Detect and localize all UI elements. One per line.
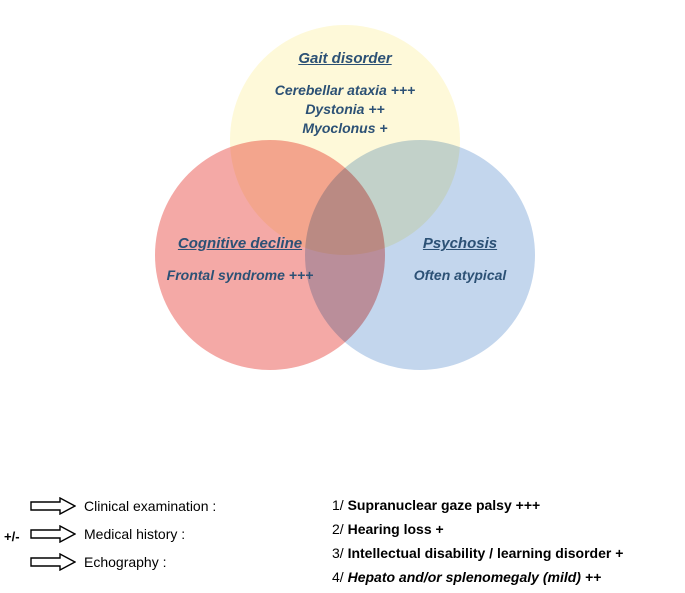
venn-right-label-group: Psychosis Often atypical <box>360 235 560 285</box>
legend-row-history: Medical history : <box>12 525 312 543</box>
arrow-icon <box>30 553 76 571</box>
venn-left-item: Frontal syndrome +++ <box>140 266 340 285</box>
legend-right-text: Hepato and/or splenomegaly (mild) ++ <box>348 569 602 585</box>
legend-right-column: 1/ Supranuclear gaze palsy +++ 2/ Hearin… <box>332 497 672 593</box>
legend-right-text: Supranuclear gaze palsy +++ <box>348 497 541 513</box>
venn-top-title: Gait disorder <box>245 50 445 67</box>
legend-left-column: +/- Clinical examination : Medical histo… <box>12 497 312 581</box>
venn-top-label-group: Gait disorder Cerebellar ataxia +++ Dyst… <box>245 50 445 138</box>
venn-diagram: Gait disorder Cerebellar ataxia +++ Dyst… <box>0 0 685 380</box>
legend-left-label: Echography : <box>84 554 167 570</box>
arrow-icon <box>30 525 76 543</box>
legend-left-label: Medical history : <box>84 526 185 542</box>
venn-right-item: Often atypical <box>360 266 560 285</box>
legend-row-echography: Echography : <box>12 553 312 571</box>
venn-top-item: Cerebellar ataxia +++ <box>245 81 445 100</box>
legend-right-text: Hearing loss + <box>348 521 444 537</box>
arrow-icon <box>30 497 76 515</box>
venn-left-title: Cognitive decline <box>140 235 340 252</box>
plus-minus-label: +/- <box>4 529 20 544</box>
legend-right-row: 3/ Intellectual disability / learning di… <box>332 545 672 561</box>
venn-left-label-group: Cognitive decline Frontal syndrome +++ <box>140 235 340 285</box>
legend-right-prefix: 1/ <box>332 497 348 513</box>
legend-right-prefix: 3/ <box>332 545 348 561</box>
legend-right-prefix: 4/ <box>332 569 348 585</box>
venn-right-title: Psychosis <box>360 235 560 252</box>
legend-right-row: 4/ Hepato and/or splenomegaly (mild) ++ <box>332 569 672 585</box>
legend-right-prefix: 2/ <box>332 521 348 537</box>
legend-right-text: Intellectual disability / learning disor… <box>348 545 624 561</box>
legend-row-clinical: Clinical examination : <box>12 497 312 515</box>
legend-left-label: Clinical examination : <box>84 498 216 514</box>
legend-right-row: 1/ Supranuclear gaze palsy +++ <box>332 497 672 513</box>
venn-top-item: Dystonia ++ <box>245 100 445 119</box>
legend-right-row: 2/ Hearing loss + <box>332 521 672 537</box>
venn-top-item: Myoclonus + <box>245 119 445 138</box>
